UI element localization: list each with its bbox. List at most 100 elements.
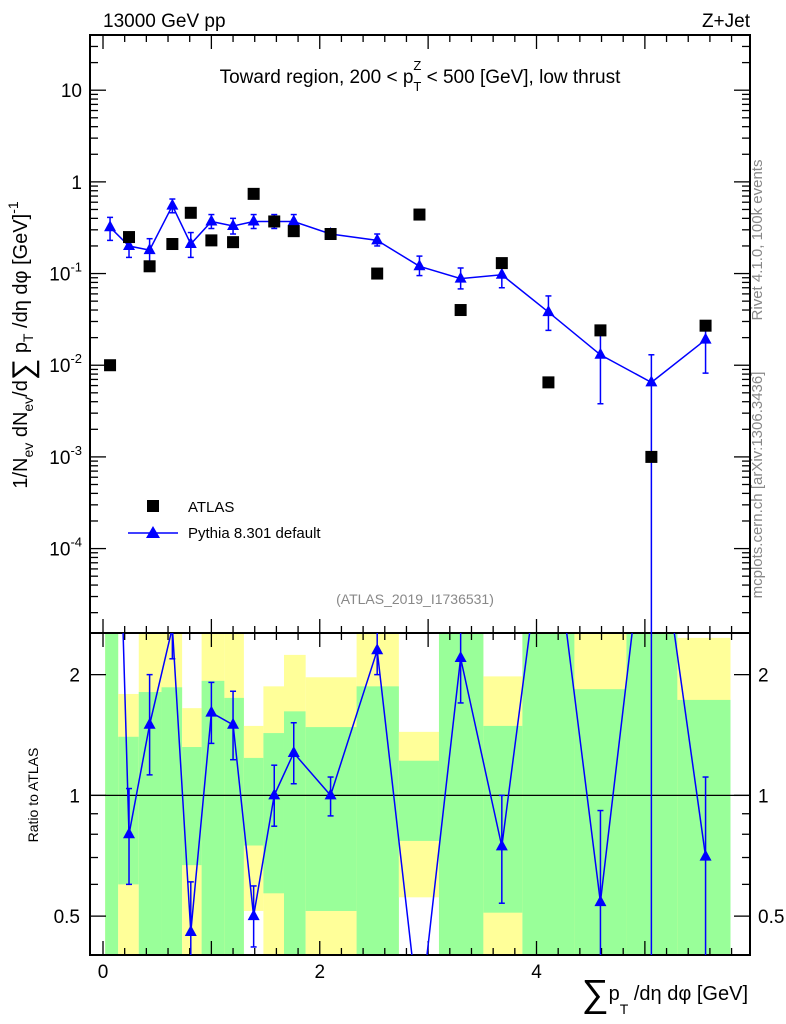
- y-label-text: /dη dφ [GeV]: [10, 214, 32, 334]
- atlas-point: [143, 260, 156, 273]
- atlas-point: [542, 376, 555, 389]
- pythia-point: [247, 214, 260, 226]
- x-tick-label: 0: [98, 962, 109, 983]
- x-tick-label: 2: [314, 962, 325, 983]
- atlas-point: [645, 450, 658, 463]
- ratio-line: [122, 633, 172, 835]
- ratio-point: [594, 895, 607, 907]
- ratio-line: [426, 633, 531, 955]
- pythia-point: [104, 220, 117, 232]
- ratio-point: [371, 643, 384, 655]
- pythia-point: [227, 219, 240, 231]
- atlas-point: [205, 234, 218, 247]
- y-label-sum: ∑: [7, 359, 40, 380]
- band-inner: [224, 697, 244, 955]
- band-inner: [398, 760, 439, 841]
- legend: ATLAS Pythia 8.301 default: [128, 499, 321, 542]
- ratio-y-tick-label-right: 0.5: [758, 907, 784, 928]
- y-tick-label: 10-2: [49, 351, 82, 377]
- ratio-point: [123, 827, 136, 839]
- y-tick-label: 10-1: [49, 260, 82, 286]
- band-inner: [105, 633, 119, 955]
- y-label-subscript: ev: [20, 397, 36, 412]
- axes: 0 2 4 10 1 10-1 10-2 10-3 10-4 2 2 1 1 0.5 0.5: [49, 34, 784, 983]
- ratio-point: [247, 909, 260, 921]
- legend-pythia-label: Pythia 8.301 default: [188, 525, 321, 542]
- ratio-y-tick-label-right: 2: [758, 666, 769, 687]
- y-label-text: /d: [10, 380, 32, 397]
- pythia-point: [123, 238, 136, 250]
- ratio-y-tick-label-left: 0.5: [54, 907, 80, 928]
- pythia-point: [594, 347, 607, 359]
- band-inner: [356, 686, 399, 955]
- pythia-point: [454, 271, 467, 283]
- ratio-point: [205, 705, 218, 717]
- analysis-watermark: (ATLAS_2019_I1736531): [336, 591, 494, 607]
- atlas-point: [123, 231, 136, 244]
- ratio-point: [143, 717, 156, 729]
- band-inner: [161, 687, 183, 955]
- header-left: 13000 GeV pp: [103, 11, 226, 32]
- ratio-point: [184, 924, 197, 936]
- y-tick-label: 10-4: [49, 535, 82, 561]
- atlas-point: [413, 208, 426, 221]
- atlas-point: [227, 236, 240, 249]
- atlas-point: [324, 228, 337, 241]
- ratio-y-tick-label-left: 2: [69, 666, 80, 687]
- pythia-point: [645, 375, 658, 387]
- band-inner: [677, 699, 731, 955]
- pythia-point: [371, 233, 384, 245]
- legend-atlas-marker: [147, 500, 159, 512]
- atlas-point: [495, 257, 508, 270]
- legend-pythia-marker: [146, 526, 160, 538]
- ratio-line: [673, 633, 707, 857]
- header-right: Z+Jet: [702, 11, 751, 32]
- ratio-y-tick-label-left: 1: [69, 786, 80, 807]
- atlas-point: [454, 304, 467, 317]
- ratio-plot-data: [122, 633, 712, 955]
- band-inner: [305, 727, 357, 911]
- atlas-point: [371, 267, 384, 280]
- pythia-point: [205, 214, 218, 226]
- y-tick-label: 10-3: [49, 443, 82, 469]
- ratio-point: [268, 788, 281, 800]
- atlas-point: [594, 324, 607, 337]
- y-label-text: 1/N: [10, 458, 32, 489]
- y-label-subscript: T: [20, 333, 36, 342]
- x-tick-label: 4: [531, 962, 542, 983]
- pythia-point: [166, 198, 179, 210]
- atlas-point: [184, 206, 197, 219]
- x-axis-label: ∑pT /dη dφ [GeV]: [582, 973, 748, 1017]
- ratio-y-tick-label-right: 1: [758, 786, 769, 807]
- pythia-point: [413, 259, 426, 271]
- atlas-point: [166, 238, 179, 251]
- y-tick-label: 1: [71, 173, 82, 194]
- y-axis-label: 1/Nev dNev/d∑ pT /dη dφ [GeV]-1: [5, 201, 40, 489]
- pythia-point: [287, 214, 300, 226]
- pythia-point: [495, 267, 508, 279]
- ratio-point: [324, 788, 337, 800]
- y-tick-label: 10: [61, 81, 82, 102]
- ratio-point: [454, 651, 467, 663]
- main-plot-data: [104, 187, 712, 633]
- ratio-point: [227, 717, 240, 729]
- mcplots-label: mcplots.cern.ch [arXiv:1306.3436]: [749, 372, 766, 599]
- pythia-line: [109, 204, 707, 384]
- atlas-point: [699, 319, 712, 332]
- band-inner: [243, 757, 264, 846]
- band-inner: [201, 680, 225, 955]
- pythia-point: [184, 237, 197, 249]
- band-inner: [483, 725, 523, 913]
- atlas-point: [104, 359, 117, 372]
- band-inner: [283, 711, 306, 955]
- y-label-subscript: ev: [20, 443, 36, 458]
- ratio-point: [699, 849, 712, 861]
- y-label-text: dN: [10, 412, 32, 443]
- atlas-point: [268, 215, 281, 228]
- pythia-point: [542, 305, 555, 317]
- band-inner: [138, 692, 162, 955]
- ratio-plot-frame: [89, 632, 751, 956]
- ratio-point: [495, 839, 508, 851]
- ratio-line: [171, 633, 413, 955]
